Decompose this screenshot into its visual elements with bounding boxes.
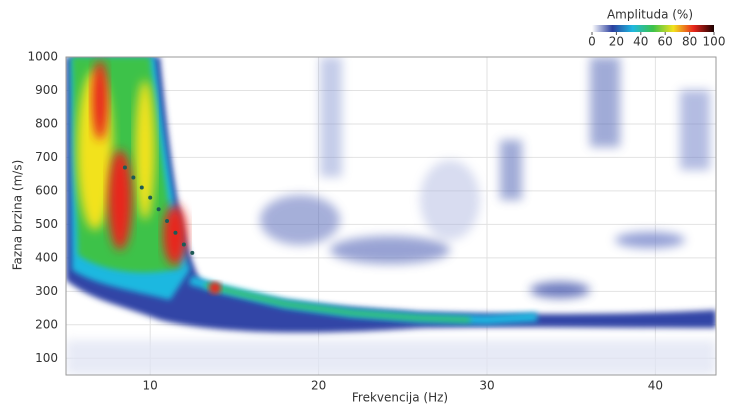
dispersion-point xyxy=(173,230,178,235)
x-axis-label: Frekvencija (Hz) xyxy=(352,391,448,405)
dispersion-point xyxy=(148,195,153,200)
colorbar-title: Amplituda (%) xyxy=(607,8,693,22)
y-tick-label: 200 xyxy=(35,317,58,331)
colorbar xyxy=(592,25,714,32)
colorbar-tick-label: 80 xyxy=(682,35,697,49)
y-tick-label: 1000 xyxy=(27,50,58,64)
colorbar-tick-label: 0 xyxy=(588,35,596,49)
y-tick-label: 300 xyxy=(35,284,58,298)
dispersion-point xyxy=(181,242,186,247)
x-tick-label: 20 xyxy=(311,379,326,393)
y-tick-label: 700 xyxy=(35,150,58,164)
heatmap xyxy=(66,57,716,375)
colorbar-tick-label: 40 xyxy=(633,35,648,49)
y-tick-label: 500 xyxy=(35,217,58,231)
colorbar-tick-label: 100 xyxy=(703,35,726,49)
dispersion-point xyxy=(190,250,195,255)
dispersion-point xyxy=(131,175,136,180)
y-tick-label: 100 xyxy=(35,351,58,365)
y-tick-label: 900 xyxy=(35,83,58,97)
y-tick-label: 600 xyxy=(35,183,58,197)
dispersion-point xyxy=(122,165,127,170)
dispersion-point xyxy=(156,207,161,212)
x-tick-label: 40 xyxy=(648,379,663,393)
plot-frame xyxy=(65,56,717,376)
colorbar-tick-label: 20 xyxy=(609,35,624,49)
dispersion-point xyxy=(139,185,144,190)
y-tick-label: 800 xyxy=(35,116,58,130)
colorbar-tick-label: 60 xyxy=(658,35,673,49)
x-tick-label: 30 xyxy=(479,379,494,393)
y-axis-label: Fazna brzina (m/s) xyxy=(11,160,25,271)
y-tick-label: 400 xyxy=(35,250,58,264)
x-tick-label: 10 xyxy=(143,379,158,393)
dispersion-point xyxy=(165,219,170,224)
